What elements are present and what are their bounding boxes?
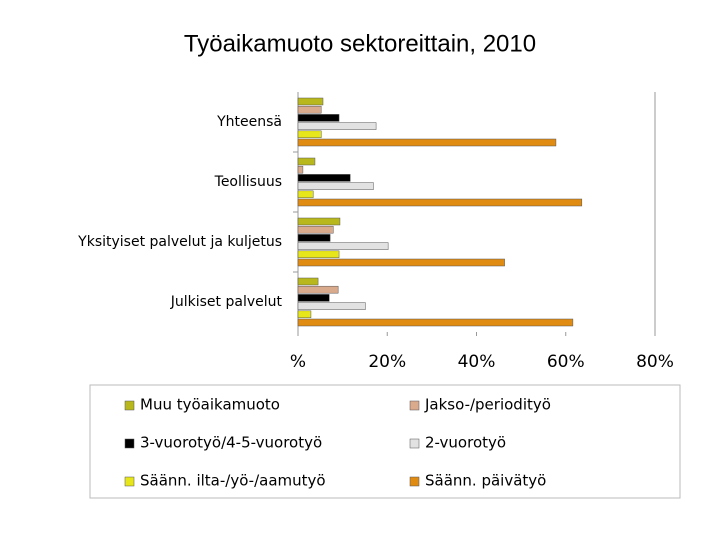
bar	[297, 318, 574, 327]
bar	[297, 122, 377, 130]
legend-label: 2-vuorotyö	[425, 434, 506, 452]
legend-swatch	[124, 438, 135, 449]
bar	[297, 165, 304, 174]
bar	[297, 302, 366, 310]
legend-label: Muu työaikamuoto	[140, 396, 280, 414]
x-tick-label: 40%	[458, 352, 496, 372]
bar	[297, 190, 314, 199]
legend-label: Säänn. ilta-/yö-/aamutyö	[140, 472, 326, 490]
bar	[297, 182, 374, 190]
bar	[297, 242, 389, 250]
bar	[297, 114, 340, 122]
bar	[297, 277, 319, 286]
legend-label: Jakso-/periodityö	[424, 396, 551, 414]
x-tick-label: 60%	[547, 352, 585, 372]
bar	[297, 258, 505, 267]
legend-swatch	[409, 438, 420, 449]
legend-swatch	[409, 476, 420, 487]
legend-swatch	[124, 400, 135, 411]
bar	[297, 130, 322, 139]
bar	[297, 285, 339, 294]
y-tick-label: Julkiset palvelut	[170, 294, 283, 310]
bar	[297, 138, 557, 147]
bar	[297, 157, 316, 166]
legend-swatch	[124, 476, 135, 487]
x-tick-label: 20%	[368, 352, 406, 372]
bar	[297, 250, 340, 259]
bar	[297, 310, 312, 319]
x-tick-label: 80%	[636, 352, 674, 372]
legend-label: 3-vuorotyö/4-5-vuorotyö	[140, 434, 322, 452]
bar	[297, 225, 334, 234]
bar	[297, 234, 331, 242]
bar	[297, 97, 324, 106]
bar	[297, 105, 322, 114]
y-tick-label: Yksityiset palvelut ja kuljetus	[77, 234, 282, 250]
legend-label: Säänn. päivätyö	[425, 472, 546, 490]
bar	[297, 198, 583, 207]
bar	[297, 217, 341, 226]
bar	[297, 174, 351, 182]
legend-box	[89, 384, 681, 499]
y-tick-label: Teollisuus	[214, 174, 282, 190]
y-tick-label: Yhteensä	[216, 114, 282, 130]
bar	[297, 294, 330, 302]
chart-title: Työaikamuoto sektoreittain, 2010	[184, 30, 536, 57]
x-tick-label: %	[290, 352, 306, 372]
legend-swatch	[409, 400, 420, 411]
